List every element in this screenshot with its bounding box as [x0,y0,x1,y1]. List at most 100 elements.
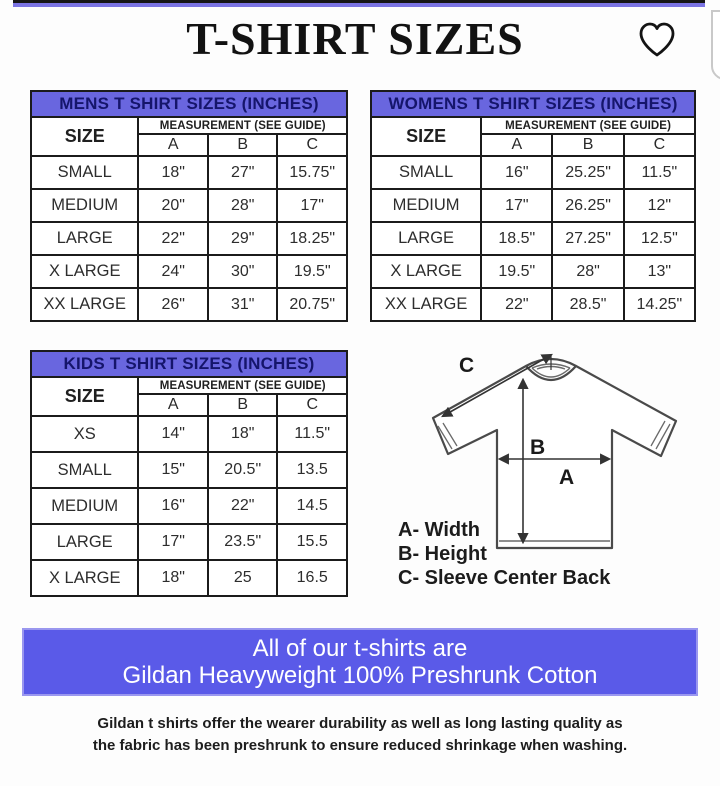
value-cell: 17" [276,188,348,223]
value-cell: 25.25" [551,155,625,190]
value-cell: 25 [206,559,279,597]
value-cell: 18" [137,559,209,597]
size-cell: MEDIUM [369,188,483,223]
banner-line1: All of our t-shirts are [252,635,468,662]
right-cuff-detail [650,420,671,450]
value-cell: 30" [206,254,279,289]
banner-line2: Gildan Heavyweight 100% Preshrunk Cotton [122,662,598,689]
column-header-a: A [137,133,209,157]
table-row: MEDIUM 20" 28" 17" [29,188,348,223]
value-cell: 22" [206,487,279,525]
column-header-c: C [276,133,348,157]
value-cell: 28" [551,254,625,289]
table-title: WOMENS T SHIRT SIZES (INCHES) [370,90,696,118]
left-cuff-detail [437,422,458,450]
page-title: T-SHIRT SIZES [186,13,524,64]
column-header-b: B [551,133,625,157]
size-cell: X LARGE [29,559,140,597]
value-cell: 18.25" [276,221,348,256]
measurement-header: MEASUREMENT (SEE GUIDE) [137,116,348,135]
measurement-header: MEASUREMENT (SEE GUIDE) [137,376,348,395]
top-accent-bar [13,3,705,7]
value-cell: 20.75" [276,287,348,322]
table-row: XX LARGE 26" 31" 20.75" [29,287,348,322]
size-cell: XX LARGE [369,287,483,322]
value-cell: 20.5" [206,451,279,489]
value-cell: 18" [137,155,209,190]
right-edge-card [711,10,720,80]
measurement-header: MEASUREMENT (SEE GUIDE) [480,116,696,135]
size-cell: X LARGE [29,254,140,289]
column-header-c: C [276,393,348,417]
value-cell: 19.5" [276,254,348,289]
value-cell: 16" [480,155,554,190]
diagram-legend: A- Width B- Height C- Sleeve Center Back [398,518,610,590]
table-row: SMALL 18" 27" 15.75" [29,155,348,190]
legend-sleeve: C- Sleeve Center Back [398,567,611,589]
column-header-b: B [206,393,279,417]
size-cell: XX LARGE [29,287,140,322]
value-cell: 15" [137,451,209,489]
value-cell: 14" [137,415,209,453]
value-cell: 12.5" [622,221,697,256]
size-column-header: SIZE [29,376,140,417]
value-cell: 12" [622,188,697,223]
column-header-a: A [137,393,209,417]
measure-arrow-c [441,353,553,418]
table-row: SMALL 16" 25.25" 11.5" [369,155,697,190]
size-cell: SMALL [29,451,140,489]
table-row: XS 14" 18" 11.5" [29,415,348,453]
size-cell: LARGE [369,221,483,256]
mens-size-table: MENS T SHIRT SIZES (INCHES) SIZE MEASURE… [29,90,348,322]
table-row: X LARGE 19.5" 28" 13" [369,254,697,289]
legend-height: B- Height [398,543,487,565]
size-cell: X LARGE [369,254,483,289]
size-cell: MEDIUM [29,487,140,525]
value-cell: 16" [137,487,209,525]
value-cell: 24" [137,254,209,289]
size-column-header: SIZE [369,116,483,157]
value-cell: 18.5" [480,221,554,256]
value-cell: 13" [622,254,697,289]
table-row: LARGE 17" 23.5" 15.5 [29,523,348,561]
value-cell: 22" [480,287,554,322]
kids-size-table: KIDS T SHIRT SIZES (INCHES) SIZE MEASURE… [29,350,348,597]
table-row: MEDIUM 17" 26.25" 12" [369,188,697,223]
table-row: X LARGE 18" 25 16.5 [29,559,348,597]
footer-line1: Gildan t shirts offer the wearer durabil… [97,715,623,732]
value-cell: 14.25" [622,287,697,322]
value-cell: 16.5 [276,559,348,597]
size-cell: MEDIUM [29,188,140,223]
column-header-a: A [480,133,554,157]
table-row: X LARGE 24" 30" 19.5" [29,254,348,289]
value-cell: 31" [206,287,279,322]
value-cell: 15.5 [276,523,348,561]
column-header-b: B [206,133,279,157]
value-cell: 19.5" [480,254,554,289]
value-cell: 17" [137,523,209,561]
value-cell: 13.5 [276,451,348,489]
size-column-header: SIZE [29,116,140,157]
value-cell: 11.5" [276,415,348,453]
size-cell: LARGE [29,221,140,256]
womens-size-table: WOMENS T SHIRT SIZES (INCHES) SIZE MEASU… [369,90,697,322]
value-cell: 11.5" [622,155,697,190]
diagram-label-b: B [530,436,545,459]
value-cell: 23.5" [206,523,279,561]
value-cell: 28" [206,188,279,223]
footer-note: Gildan t shirts offer the wearer durabil… [0,713,720,757]
table-title: KIDS T SHIRT SIZES (INCHES) [30,350,348,378]
table-row: LARGE 22" 29" 18.25" [29,221,348,256]
table-row: SMALL 15" 20.5" 13.5 [29,451,348,489]
value-cell: 26" [137,287,209,322]
size-cell: SMALL [369,155,483,190]
table-title: MENS T SHIRT SIZES (INCHES) [30,90,348,118]
table-row: LARGE 18.5" 27.25" 12.5" [369,221,697,256]
top-black-bar [13,0,705,3]
value-cell: 17" [480,188,554,223]
diagram-label-a: A [559,466,574,489]
favorite-heart-button[interactable] [636,20,678,62]
value-cell: 20" [137,188,209,223]
heart-icon [639,22,675,56]
